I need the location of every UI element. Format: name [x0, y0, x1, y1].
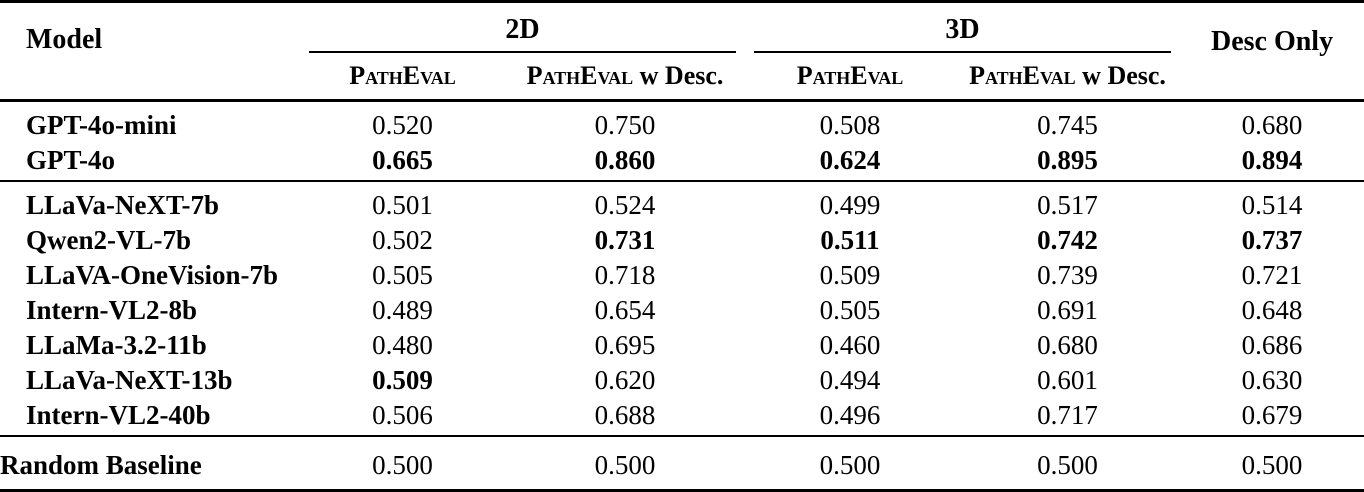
- metric-value: 0.489: [372, 295, 433, 325]
- table-row: Qwen2-VL-7b 0.502 0.731 0.511 0.742 0.73…: [0, 223, 1364, 258]
- table-row: GPT-4o 0.665 0.860 0.624 0.895 0.894: [0, 143, 1364, 181]
- group-header-3d: 3D: [745, 2, 1180, 53]
- metric-value: 0.520: [372, 110, 433, 140]
- model-name: LLaVa-NeXT-13b: [26, 365, 233, 395]
- column-header-2d-patheval-w-desc: PathEval w Desc.: [505, 53, 745, 101]
- metric-value: 0.654: [594, 295, 656, 325]
- table-row: Intern-VL2-40b 0.506 0.688 0.496 0.717 0…: [0, 398, 1364, 436]
- metric-value: 0.860: [594, 145, 656, 175]
- metric-value: 0.680: [1037, 330, 1098, 360]
- metric-value: 0.508: [819, 110, 881, 140]
- metric-value: 0.500: [819, 449, 881, 480]
- table-header: Model 2D 3D Desc Only PathEval PathEval …: [0, 2, 1364, 101]
- table-row: Random Baseline 0.500 0.500 0.500 0.500 …: [0, 436, 1364, 491]
- metric-value: 0.514: [1241, 190, 1303, 220]
- metric-value: 0.691: [1037, 295, 1098, 325]
- column-header-model: Model: [26, 24, 103, 55]
- metric-value: 0.895: [1037, 145, 1098, 175]
- group-header-row: Model 2D 3D Desc Only: [0, 2, 1364, 57]
- model-name: Intern-VL2-8b: [26, 295, 198, 325]
- metric-value: 0.721: [1241, 260, 1303, 290]
- table-row: GPT-4o-mini 0.520 0.750 0.508 0.745 0.68…: [0, 101, 1364, 144]
- metric-value: 0.517: [1037, 190, 1098, 220]
- metric-value: 0.494: [819, 365, 881, 395]
- table-row: LLaVa-NeXT-13b 0.509 0.620 0.494 0.601 0…: [0, 363, 1364, 398]
- metric-value: 0.742: [1037, 225, 1098, 255]
- metric-value: 0.750: [594, 110, 656, 140]
- patheval-smallcaps: PathEval: [349, 61, 456, 90]
- section-closed-models: GPT-4o-mini 0.520 0.750 0.508 0.745 0.68…: [0, 101, 1364, 181]
- metric-value: 0.630: [1241, 365, 1303, 395]
- metric-value: 0.688: [594, 400, 656, 430]
- metric-value: 0.718: [594, 260, 656, 290]
- model-name: GPT-4o: [26, 145, 116, 175]
- metric-value: 0.686: [1241, 330, 1303, 360]
- column-header-desc-only: Desc Only: [1210, 26, 1334, 57]
- patheval-smallcaps: PathEval: [526, 61, 634, 90]
- metric-value: 0.648: [1241, 295, 1303, 325]
- group-3d-rule: 3D: [754, 14, 1172, 53]
- patheval-smallcaps: PathEval: [796, 61, 904, 90]
- model-name: GPT-4o-mini: [26, 110, 177, 140]
- metric-value: 0.737: [1241, 225, 1303, 255]
- column-header-3d-patheval-w-desc: PathEval w Desc.: [955, 53, 1180, 101]
- column-header-2d-patheval: PathEval: [300, 53, 505, 101]
- metric-value: 0.509: [819, 260, 881, 290]
- group-2d-rule: 2D: [309, 14, 737, 53]
- model-name: LLaVa-NeXT-7b: [26, 190, 220, 220]
- model-name: LLaVA-OneVision-7b: [26, 260, 279, 290]
- metric-value: 0.624: [819, 145, 881, 175]
- metric-value: 0.509: [372, 365, 433, 395]
- metric-value: 0.620: [594, 365, 656, 395]
- metric-value: 0.695: [594, 330, 656, 360]
- model-name: Intern-VL2-40b: [26, 400, 211, 430]
- model-name: LLaMa-3.2-11b: [26, 330, 207, 360]
- metric-value: 0.739: [1037, 260, 1098, 290]
- metric-value: 0.499: [819, 190, 881, 220]
- metric-value: 0.679: [1241, 400, 1303, 430]
- metric-value: 0.502: [372, 225, 433, 255]
- metric-value: 0.500: [594, 449, 656, 480]
- group-3d-label: 3D: [945, 14, 980, 45]
- subheader-row: PathEval PathEval w Desc. PathEval PathE…: [0, 53, 1364, 101]
- metric-value: 0.500: [1241, 449, 1303, 480]
- group-header-2d: 2D: [300, 2, 745, 53]
- model-name: Qwen2-VL-7b: [26, 225, 192, 255]
- group-2d-label: 2D: [505, 14, 540, 45]
- table-row: LLaVa-NeXT-7b 0.501 0.524 0.499 0.517 0.…: [0, 181, 1364, 223]
- metric-value: 0.500: [372, 449, 433, 480]
- metric-value: 0.460: [819, 330, 881, 360]
- section-open-models: LLaVa-NeXT-7b 0.501 0.524 0.499 0.517 0.…: [0, 181, 1364, 436]
- metric-value: 0.745: [1037, 110, 1098, 140]
- table-row: Intern-VL2-8b 0.489 0.654 0.505 0.691 0.…: [0, 293, 1364, 328]
- table-row: LLaVA-OneVision-7b 0.505 0.718 0.509 0.7…: [0, 258, 1364, 293]
- metric-value: 0.680: [1241, 110, 1303, 140]
- metric-value: 0.505: [819, 295, 881, 325]
- metric-value: 0.511: [820, 225, 880, 255]
- metric-value: 0.731: [594, 225, 656, 255]
- section-baseline: Random Baseline 0.500 0.500 0.500 0.500 …: [0, 436, 1364, 491]
- patheval-suffix: w Desc.: [1075, 61, 1166, 90]
- metric-value: 0.894: [1241, 145, 1303, 175]
- metric-value: 0.496: [819, 400, 881, 430]
- table-row: LLaMa-3.2-11b 0.480 0.695 0.460 0.680 0.…: [0, 328, 1364, 363]
- column-header-3d-patheval: PathEval: [745, 53, 955, 101]
- metric-value: 0.500: [1037, 449, 1098, 480]
- patheval-smallcaps: PathEval: [969, 61, 1076, 90]
- metric-value: 0.505: [372, 260, 433, 290]
- metric-value: 0.717: [1037, 400, 1098, 430]
- metric-value: 0.506: [372, 400, 433, 430]
- metric-value: 0.480: [372, 330, 433, 360]
- metric-value: 0.665: [372, 145, 433, 175]
- metric-value: 0.524: [594, 190, 656, 220]
- metric-value: 0.501: [372, 190, 433, 220]
- metric-value: 0.601: [1037, 365, 1098, 395]
- model-name: Random Baseline: [0, 449, 202, 480]
- patheval-suffix: w Desc.: [633, 61, 724, 90]
